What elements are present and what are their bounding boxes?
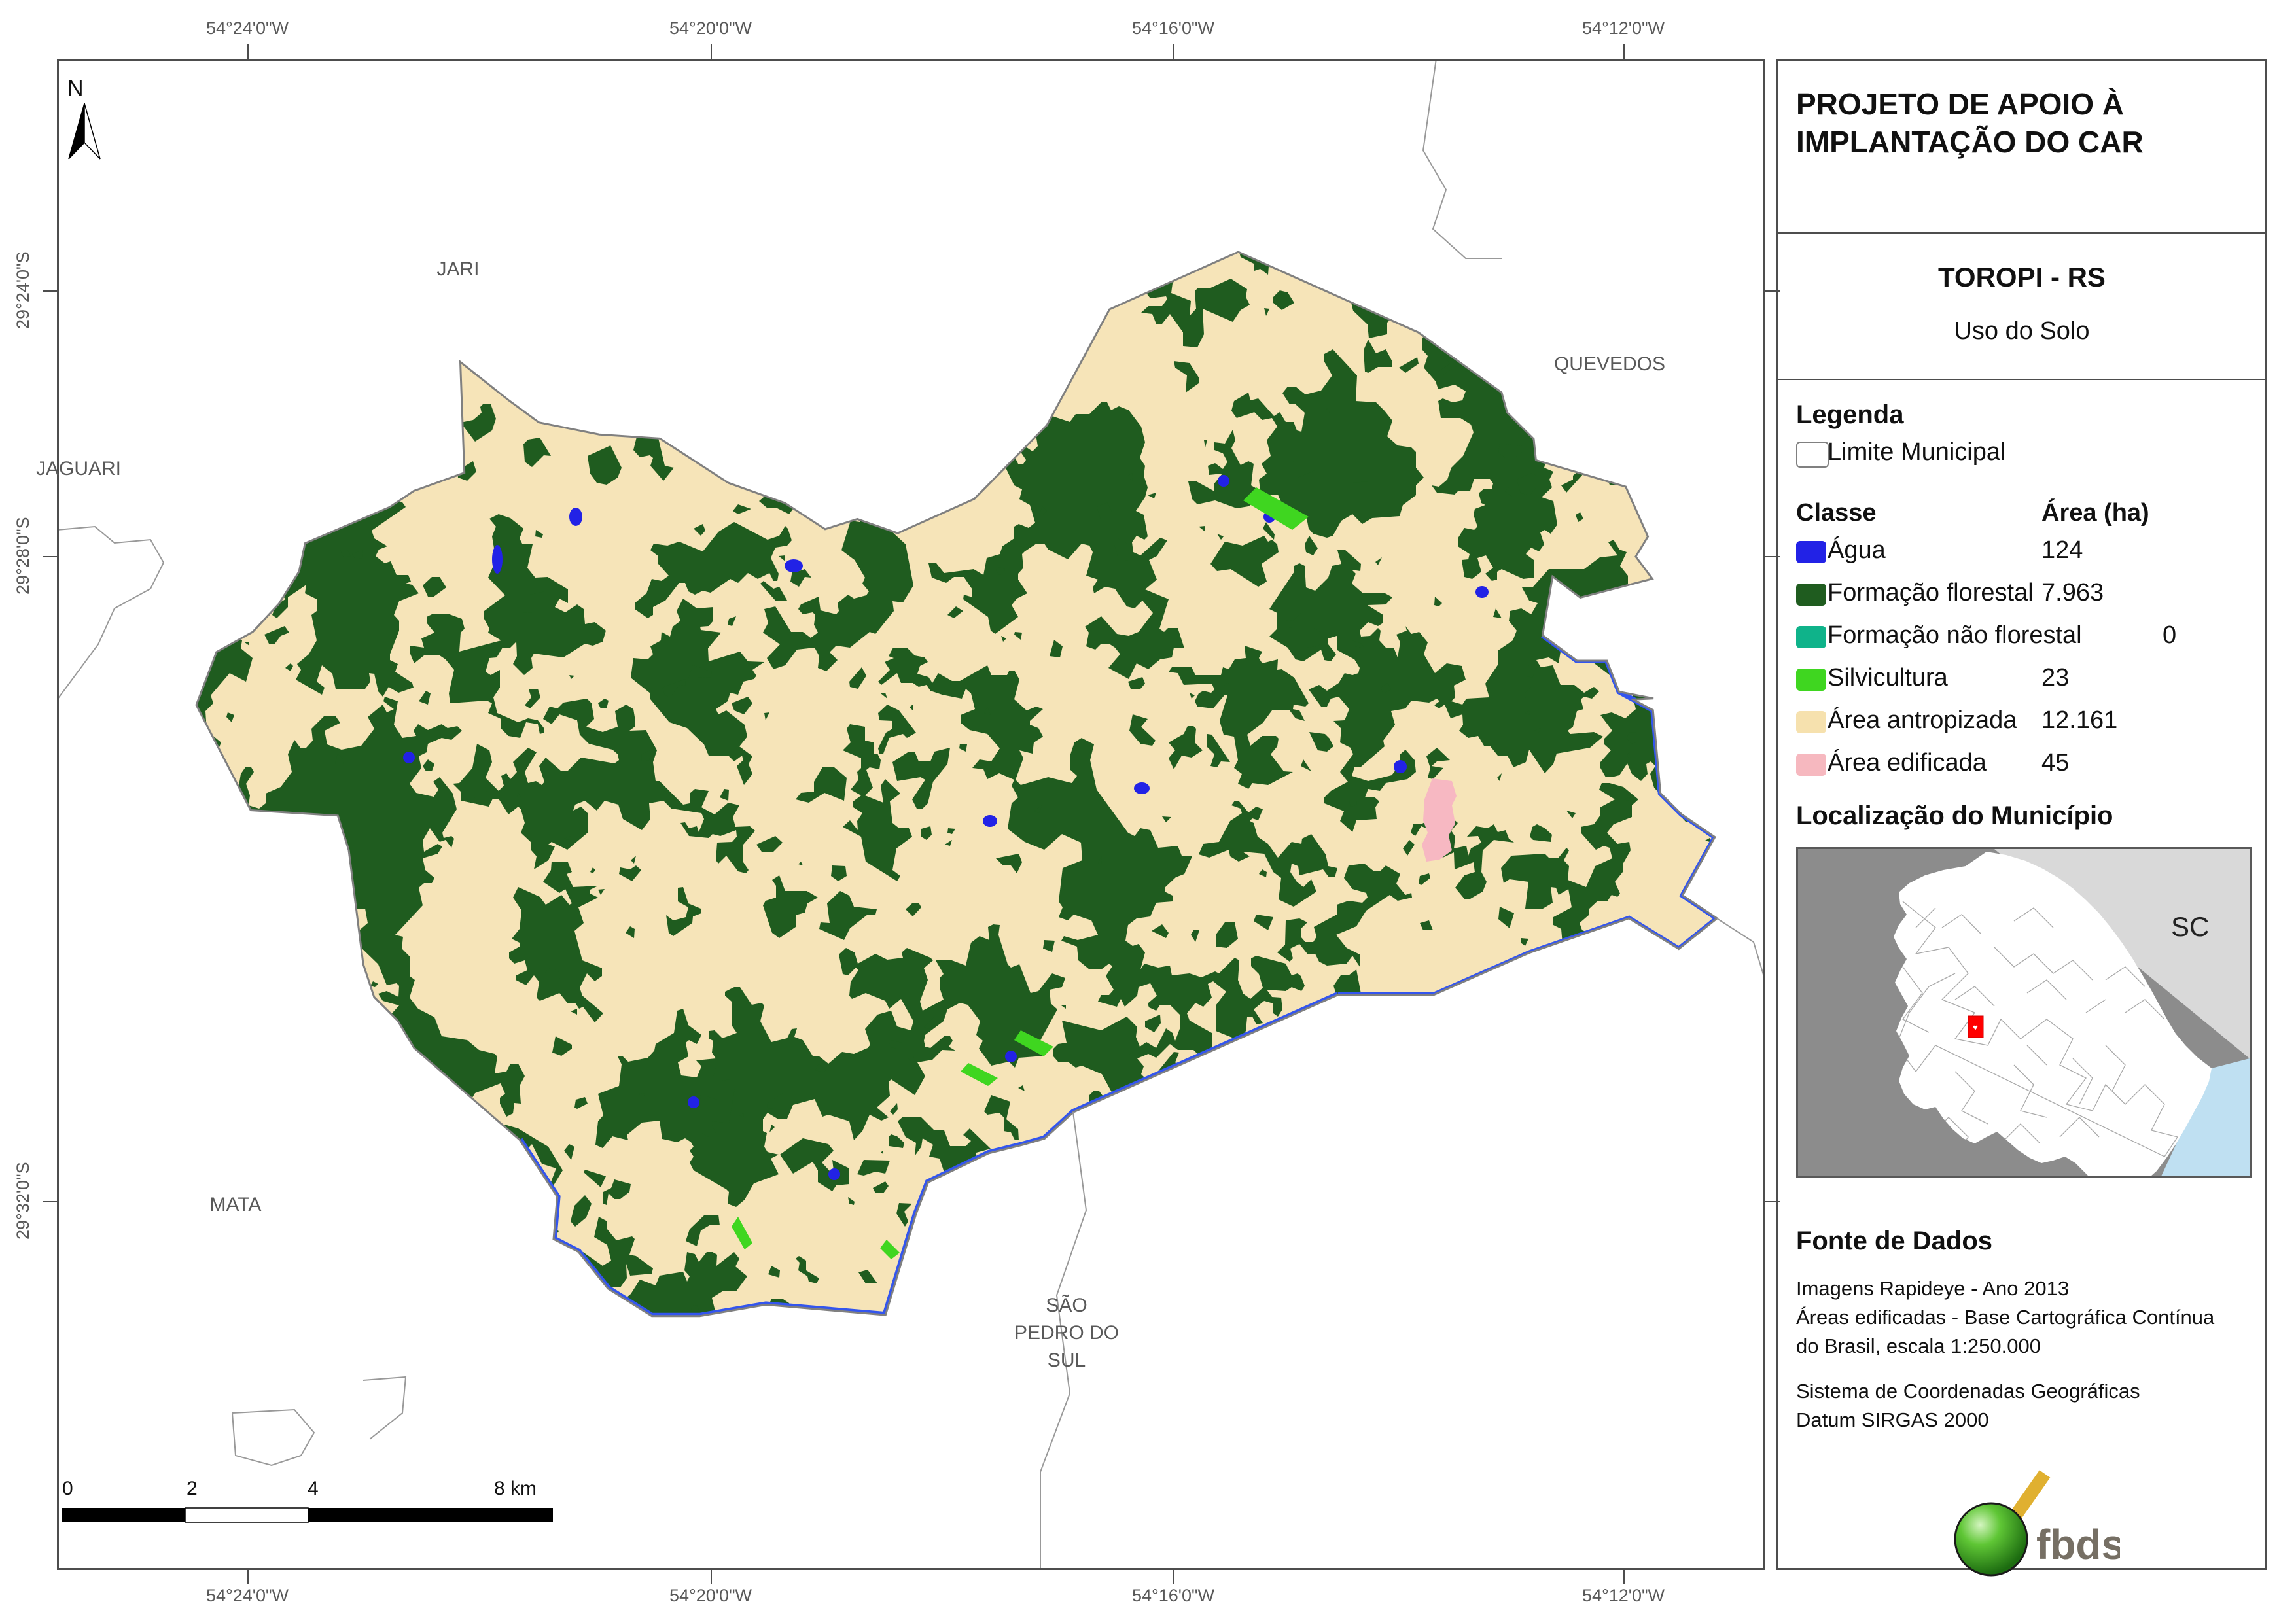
svg-text:0: 0 [62, 1478, 73, 1499]
svg-text:♥: ♥ [1973, 1022, 1978, 1032]
svg-text:8 km: 8 km [494, 1478, 537, 1499]
svg-text:fbds: fbds [2036, 1521, 2120, 1568]
svg-text:2: 2 [186, 1478, 198, 1499]
svg-text:N: N [67, 77, 84, 101]
svg-text:4: 4 [308, 1478, 319, 1499]
